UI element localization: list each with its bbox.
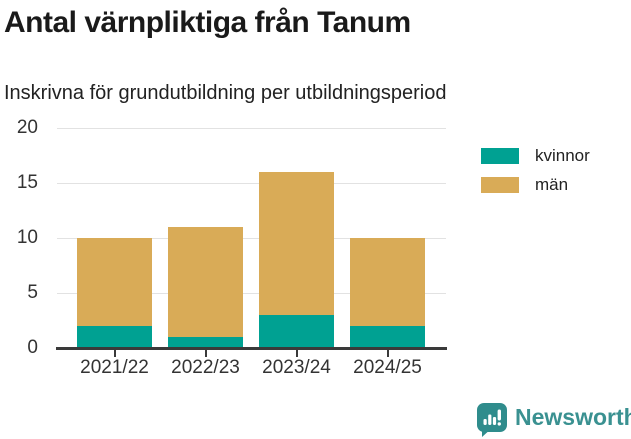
- legend: kvinnor män: [481, 146, 590, 206]
- newsworthy-logo-icon: [477, 403, 507, 437]
- y-axis-tick-label: 10: [16, 227, 38, 248]
- legend-label-man: män: [535, 175, 569, 194]
- newsworthy-branding[interactable]: Newsworthy: [476, 402, 631, 437]
- bar-segment-kvinnor-2024-25: [350, 326, 425, 348]
- bar-segment-kvinnor-2023-24: [259, 315, 334, 348]
- gridline-y15: [57, 182, 446, 184]
- legend-item-kvinnor: kvinnor: [481, 146, 590, 165]
- gridline-y20: [57, 127, 446, 129]
- newsworthy-brand-text: Newsworthy: [515, 404, 631, 430]
- y-axis-tick-label: 5: [27, 282, 38, 303]
- chart-subtitle: Inskrivna för grundutbildning per utbild…: [4, 82, 447, 104]
- y-axis-tick-label: 15: [16, 172, 38, 193]
- legend-swatch-kvinnor: [481, 148, 519, 164]
- gridline-y5: [57, 292, 446, 294]
- x-axis-tick: [204, 350, 207, 357]
- bar-segment-män-2022-23: [168, 227, 243, 337]
- legend-swatch-man: [481, 177, 519, 193]
- y-axis-tick-label: 0: [27, 337, 38, 358]
- gridline-y10: [57, 237, 446, 239]
- x-axis-tick-label: 2022/23: [171, 357, 240, 378]
- chart-title: Antal värnpliktiga från Tanum: [4, 6, 411, 39]
- x-axis-tick: [113, 350, 116, 357]
- x-axis-tick-label: 2023/24: [262, 357, 331, 378]
- bar-segment-kvinnor-2022-23: [168, 337, 243, 348]
- y-axis-tick-label: 20: [16, 117, 38, 138]
- bar-segment-kvinnor-2021-22: [77, 326, 152, 348]
- bar-segment-män-2023-24: [259, 172, 334, 315]
- x-axis-line: [56, 347, 447, 350]
- legend-item-man: män: [481, 175, 590, 194]
- x-axis-tick: [295, 350, 298, 357]
- legend-label-kvinnor: kvinnor: [535, 146, 590, 165]
- x-axis-tick-label: 2024/25: [353, 357, 422, 378]
- bar-segment-män-2021-22: [77, 238, 152, 326]
- x-axis-tick-label: 2021/22: [80, 357, 149, 378]
- bar-segment-män-2024-25: [350, 238, 425, 326]
- x-axis-tick: [386, 350, 389, 357]
